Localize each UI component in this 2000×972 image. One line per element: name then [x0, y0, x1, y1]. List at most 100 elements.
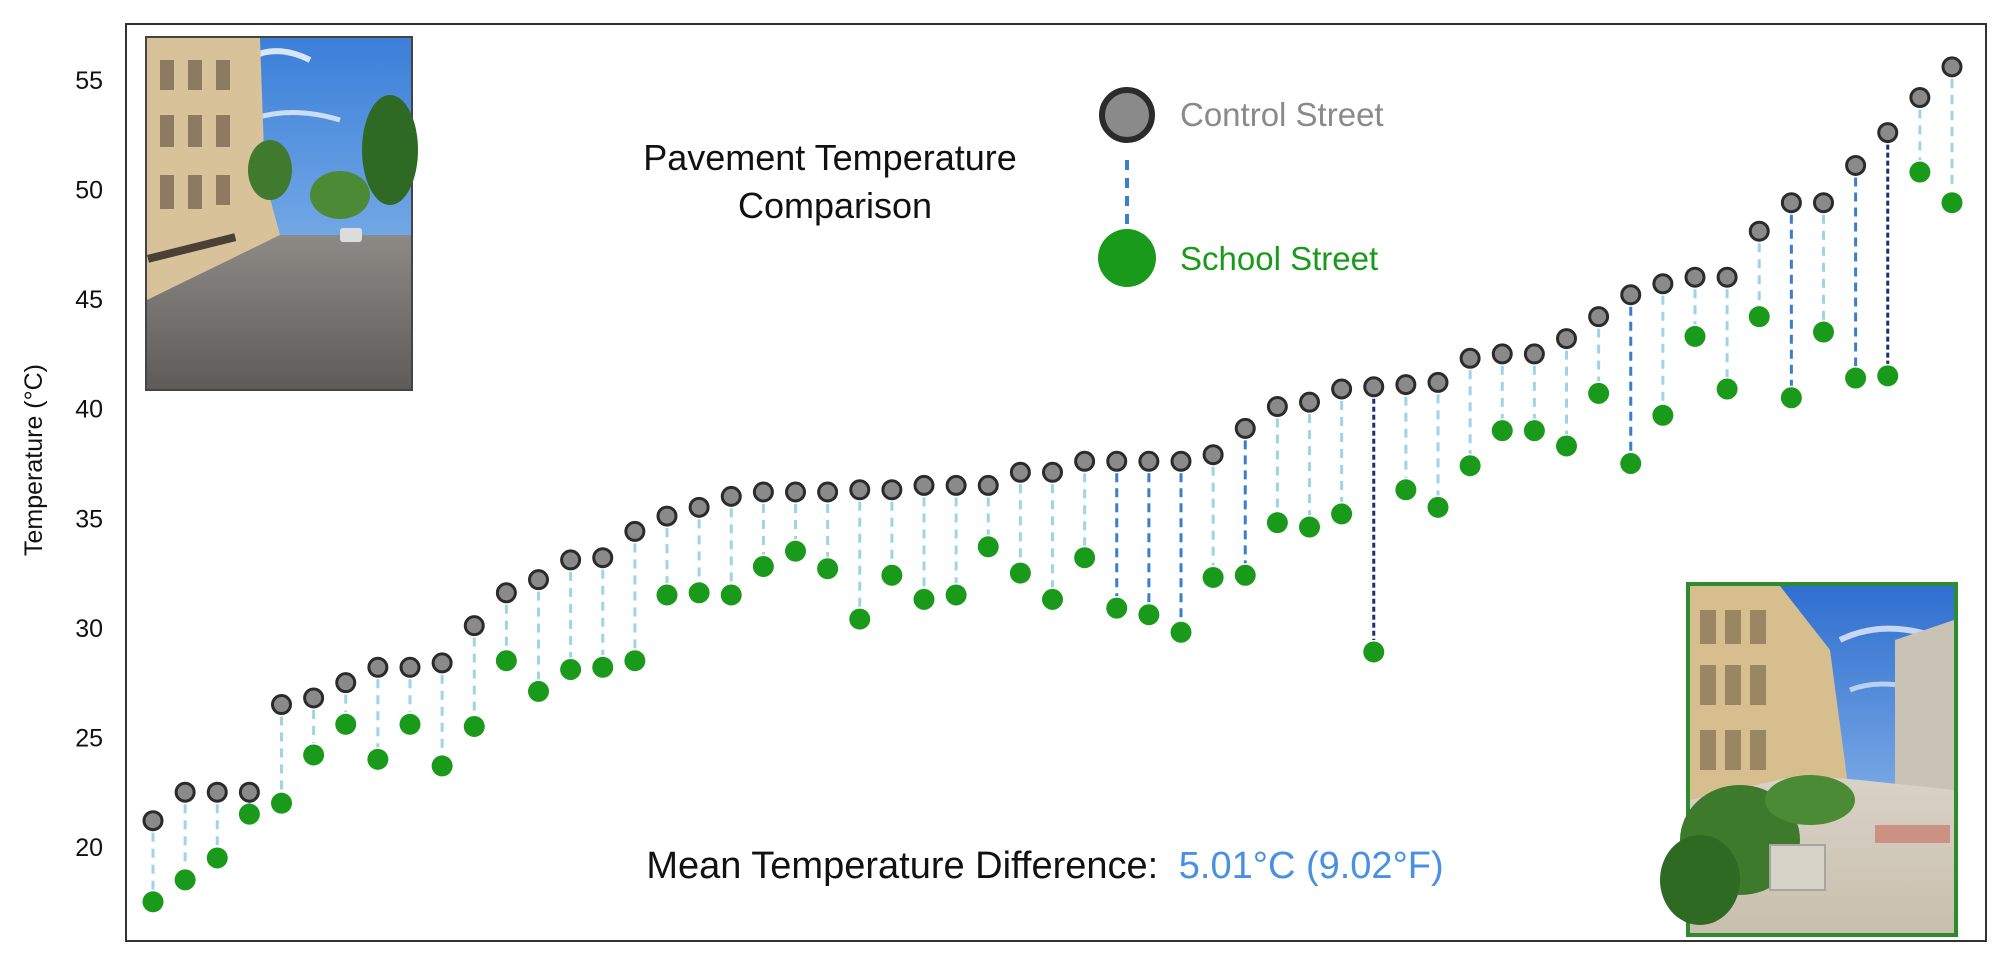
school-street-point [1620, 453, 1642, 474]
control-street-point [174, 781, 196, 803]
school-street-point [1523, 420, 1545, 442]
street-photo [145, 36, 418, 391]
control-street-point [1748, 220, 1770, 242]
control-street-point [367, 656, 389, 678]
control-street-point [977, 474, 999, 496]
school-street-point [1202, 566, 1224, 588]
school-street-point [1074, 547, 1096, 569]
control-street-point [720, 485, 742, 507]
school-street-point [1299, 516, 1320, 538]
school-street-point [1716, 378, 1738, 400]
control-street-point [1331, 378, 1353, 400]
control-street-point [1266, 396, 1288, 418]
school-street-point [881, 564, 903, 586]
school-street-point [849, 608, 871, 630]
control-street-point [1106, 450, 1128, 472]
school-street-point [463, 715, 485, 737]
control-street-point [688, 496, 710, 518]
control-street-point [656, 505, 678, 527]
control-street-point [431, 652, 453, 674]
y-tick-label: 40 [75, 396, 103, 424]
legend-label-control-street: Control Street [1180, 96, 1384, 133]
control-street-point [1395, 374, 1417, 396]
school-street-point [399, 713, 421, 735]
data-points [142, 56, 1963, 913]
control-street-point [528, 569, 549, 591]
school-street-point [817, 558, 839, 580]
legend-label-school-street: School Street [1180, 240, 1378, 277]
control-street-point [1941, 56, 1963, 78]
control-street-point [817, 481, 839, 503]
control-street-point [1234, 417, 1256, 439]
school-street-point [1009, 562, 1031, 584]
legend-marker-control-street [1099, 87, 1155, 143]
school-street-point [624, 650, 646, 672]
y-tick-label: 25 [75, 724, 103, 752]
control-street-point [1652, 273, 1674, 295]
control-street-point [1459, 347, 1481, 369]
control-street-point [463, 615, 485, 637]
school-street-point [206, 847, 228, 869]
school-street-point [752, 555, 774, 577]
school-street-point [1459, 455, 1481, 477]
school-street-point [977, 536, 999, 558]
control-street-point [752, 481, 774, 503]
legend: Control Street School Street [1098, 87, 1384, 287]
control-street-point [1427, 371, 1449, 393]
school-street-point [1395, 479, 1417, 501]
control-street-point [1877, 122, 1899, 144]
control-street-point [1042, 461, 1063, 483]
plot-frame [125, 23, 1987, 942]
school-street-point [1909, 161, 1931, 183]
control-street-point [1523, 343, 1545, 365]
control-street-point [1684, 266, 1706, 288]
connector-lines [151, 78, 1954, 890]
school-street-point [174, 869, 196, 891]
school-street-point [1845, 367, 1867, 389]
control-street-point [1170, 450, 1192, 472]
control-street-point [399, 656, 421, 678]
control-street-point [1845, 154, 1867, 176]
y-tick-label: 50 [75, 177, 103, 205]
school-street-point [1813, 321, 1834, 343]
school-street-point [431, 755, 453, 777]
control-street-point [303, 687, 325, 709]
control-street-point [495, 582, 517, 604]
school-street-point [656, 584, 678, 606]
school-street-point [785, 540, 806, 562]
school-street-point [945, 584, 967, 606]
school-street-point [271, 792, 292, 814]
y-tick-label: 35 [75, 505, 103, 533]
control-street-point [560, 549, 582, 571]
control-street-point [1491, 343, 1513, 365]
school-street-point [495, 650, 517, 672]
school-street-point [1941, 192, 1963, 214]
control-street-point [1588, 306, 1610, 328]
school-street-point [1331, 503, 1353, 525]
control-street-point [849, 479, 871, 501]
school-street-point [1042, 588, 1063, 610]
school-street-point [1556, 435, 1577, 457]
control-street-point [1556, 328, 1577, 350]
school-street-point [1106, 597, 1128, 619]
school-street-point [1780, 387, 1802, 409]
control-street-point [238, 781, 260, 803]
school-street-point [1684, 325, 1706, 347]
control-street-point [881, 479, 903, 501]
school-street-point [1588, 382, 1610, 404]
y-axis-label: Temperature (°C) [20, 364, 48, 556]
control-street-point [1363, 376, 1385, 398]
y-axis: 20 25 30 35 40 45 50 55 [75, 67, 103, 862]
control-street-point [945, 474, 967, 496]
control-street-point [271, 694, 292, 716]
school-street-point [1266, 512, 1288, 534]
control-street-point [1780, 192, 1802, 214]
control-street-point [142, 810, 164, 832]
mean-difference-annotation: Mean Temperature Difference: 5.01°C (9.0… [646, 845, 1443, 887]
control-street-point [1138, 450, 1160, 472]
school-street-point [1363, 641, 1385, 663]
school-street-point [303, 744, 325, 766]
y-tick-label: 55 [75, 67, 103, 95]
